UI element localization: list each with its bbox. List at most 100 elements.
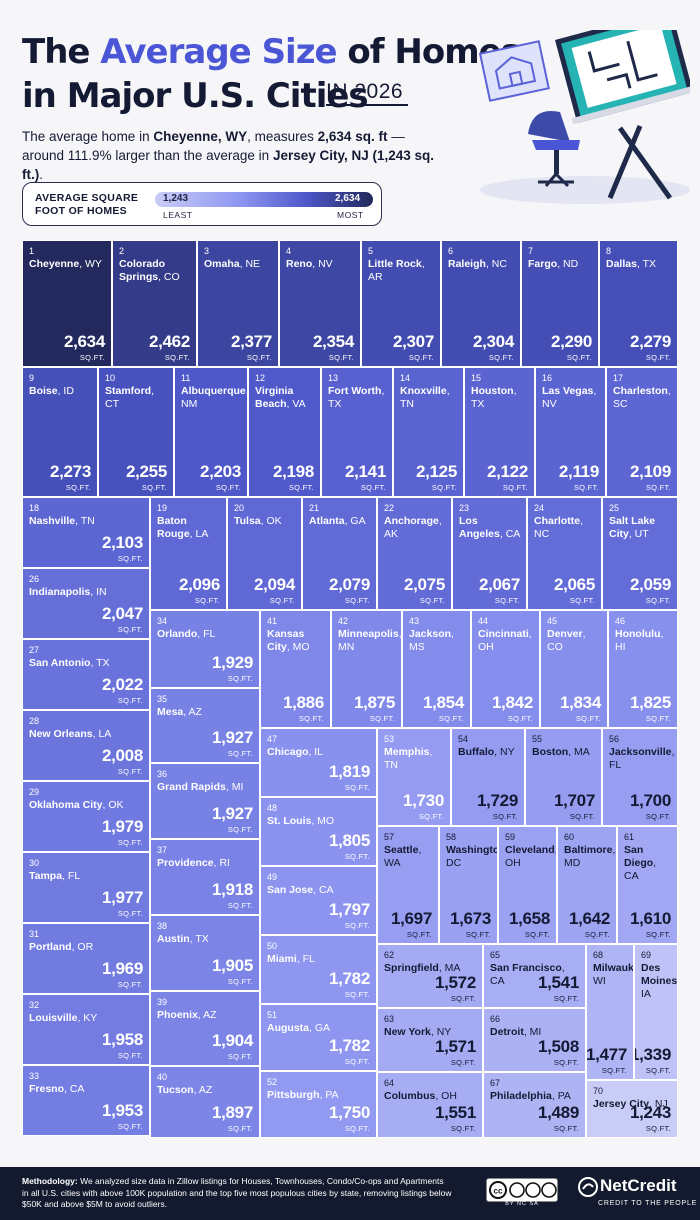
cell-city-name: St. Louis bbox=[267, 815, 312, 827]
netcredit-logo-icon bbox=[578, 1177, 598, 1197]
cell-value: 2,022 bbox=[101, 675, 143, 694]
cell-rank: 60 bbox=[564, 832, 575, 842]
cell-unit: SQ.FT. bbox=[328, 353, 354, 362]
cell-state: , WI bbox=[593, 975, 606, 987]
cell-city-label: Baton Rouge, LA bbox=[157, 515, 222, 541]
cell-rank: 2 bbox=[119, 246, 125, 256]
cell-unit: SQ.FT. bbox=[117, 767, 143, 776]
cell-state: , AK bbox=[384, 515, 442, 540]
cell-unit: SQ.FT. bbox=[117, 980, 143, 989]
treemap-cell: 48 St. Louis, MO 1,805 SQ.FT. bbox=[260, 797, 377, 866]
cell-state: , OK bbox=[102, 799, 124, 811]
cell-rank: 58 bbox=[446, 832, 457, 842]
cell-rank: 3 bbox=[204, 246, 210, 256]
cell-unit: SQ.FT. bbox=[575, 714, 601, 723]
cell-value: 1,508 bbox=[537, 1037, 579, 1056]
cell-state: , SC bbox=[613, 385, 671, 410]
cell-city-label: Las Vegas, NV bbox=[542, 385, 601, 411]
cell-state: , CO bbox=[158, 271, 180, 283]
treemap-cell: 62 Springfield, MA 1,572 SQ.FT. bbox=[377, 944, 483, 1008]
cell-state: , CA bbox=[624, 857, 657, 882]
cell-value: 2,198 bbox=[272, 462, 314, 481]
cell-rank: 12 bbox=[255, 373, 266, 383]
cell-value: 2,273 bbox=[49, 462, 91, 481]
cell-city-name: Grand Rapids bbox=[157, 781, 226, 793]
cell-unit: SQ.FT. bbox=[227, 1052, 253, 1061]
title-line2: in Major U.S. Cities bbox=[22, 76, 369, 116]
cell-unit: SQ.FT. bbox=[465, 930, 491, 939]
cell-city-name: Boston bbox=[532, 746, 569, 758]
treemap-cell: 31 Portland, OR 1,969 SQ.FT. bbox=[22, 923, 150, 994]
cell-unit: SQ.FT. bbox=[360, 483, 386, 492]
cell-city-label: Pittsburgh, PA bbox=[267, 1089, 372, 1102]
cell-city-name: Detroit bbox=[490, 1026, 524, 1038]
cell-city-label: Tucson, AZ bbox=[157, 1084, 255, 1097]
cell-city-name: San Jose bbox=[267, 884, 314, 896]
cell-city-name: Reno bbox=[286, 258, 313, 270]
cell-city-name: Knoxville bbox=[400, 385, 447, 397]
cell-city-name: Mesa bbox=[157, 706, 184, 718]
cell-unit: SQ.FT. bbox=[450, 1058, 476, 1067]
cell-state: , VA bbox=[286, 398, 306, 410]
cell-city-label: Milwaukee, WI bbox=[593, 962, 633, 988]
cell-unit: SQ.FT. bbox=[569, 812, 595, 821]
cell-rank: 10 bbox=[105, 373, 116, 383]
brand-name: NetCredit bbox=[600, 1176, 677, 1195]
cell-value: 1,842 bbox=[491, 693, 533, 712]
cell-state: , IL bbox=[308, 746, 324, 758]
cell-city-label: Oklahoma City, OK bbox=[29, 799, 145, 812]
cell-city-label: Houston, TX bbox=[471, 385, 530, 411]
cell-rank: 15 bbox=[471, 373, 482, 383]
cell-value: 1,969 bbox=[101, 959, 143, 978]
cell-state: , MD bbox=[564, 844, 616, 869]
cell-state: , AR bbox=[368, 258, 425, 283]
treemap-cell: 49 San Jose, CA 1,797 SQ.FT. bbox=[260, 866, 377, 935]
cell-state: , PA bbox=[319, 1089, 339, 1101]
cell-city-name: Portland bbox=[29, 941, 72, 953]
methodology-note: Methodology: We analyzed size data in Zi… bbox=[22, 1176, 452, 1211]
treemap-cell: 10 Stamford, CT 2,255 SQ.FT. bbox=[98, 367, 174, 497]
brand-tagline: CREDIT TO THE PEOPLE bbox=[598, 1200, 698, 1207]
cell-city-name: New Orleans bbox=[29, 728, 93, 740]
cell-city-label: Knoxville, TN bbox=[400, 385, 459, 411]
cell-rank: 50 bbox=[267, 941, 278, 951]
cell-state: , AZ bbox=[197, 1009, 217, 1021]
cell-unit: SQ.FT. bbox=[507, 714, 533, 723]
cell-state: , FL bbox=[62, 870, 81, 882]
cell-value: 2,125 bbox=[415, 462, 457, 481]
legend-most-label: MOST bbox=[337, 210, 364, 220]
subtitle-city: Jersey City, NJ (1,243 sq. ft.) bbox=[22, 148, 435, 182]
cell-value: 1,897 bbox=[211, 1103, 253, 1122]
cell-city-label: Nashville, TN bbox=[29, 515, 145, 528]
cell-rank: 56 bbox=[609, 734, 620, 744]
cell-rank: 35 bbox=[157, 694, 168, 704]
cell-city-name: Seattle bbox=[384, 844, 419, 856]
cell-state: , GA bbox=[344, 515, 366, 527]
cell-unit: SQ.FT. bbox=[569, 596, 595, 605]
treemap-cell: 9 Boise, ID 2,273 SQ.FT. bbox=[22, 367, 98, 497]
cell-city-name: Columbus bbox=[384, 1090, 436, 1102]
cell-state: , IN bbox=[90, 586, 107, 598]
cell-state: , KY bbox=[77, 1012, 98, 1024]
cell-city-label: Honolulu, HI bbox=[615, 628, 673, 654]
cell-state: , MI bbox=[523, 1026, 542, 1038]
cell-state: , NC bbox=[534, 515, 584, 540]
treemap-cell: 33 Fresno, CA 1,953 SQ.FT. bbox=[22, 1065, 150, 1136]
cell-value: 1,825 bbox=[629, 693, 671, 712]
cell-rank: 62 bbox=[384, 950, 395, 960]
cell-city-label: San Jose, CA bbox=[267, 884, 372, 897]
cell-value: 1,339 bbox=[634, 1045, 671, 1064]
cell-unit: SQ.FT. bbox=[117, 554, 143, 563]
treemap-cell: 50 Miami, FL 1,782 SQ.FT. bbox=[260, 935, 377, 1004]
cell-unit: SQ.FT. bbox=[553, 1124, 579, 1133]
cell-value: 1,572 bbox=[434, 973, 476, 992]
cell-state: , WA bbox=[384, 844, 422, 869]
cell-city-label: Tampa, FL bbox=[29, 870, 145, 883]
cell-city-label: Raleigh, NC bbox=[448, 258, 516, 271]
cell-rank: 30 bbox=[29, 858, 40, 868]
treemap-cell: 13 Fort Worth, TX 2,141 SQ.FT. bbox=[321, 367, 393, 497]
cell-unit: SQ.FT. bbox=[298, 714, 324, 723]
treemap-cell: 36 Grand Rapids, MI 1,927 SQ.FT. bbox=[150, 763, 260, 839]
treemap-cell: 29 Oklahoma City, OK 1,979 SQ.FT. bbox=[22, 781, 150, 852]
svg-text:cc: cc bbox=[494, 1187, 503, 1196]
